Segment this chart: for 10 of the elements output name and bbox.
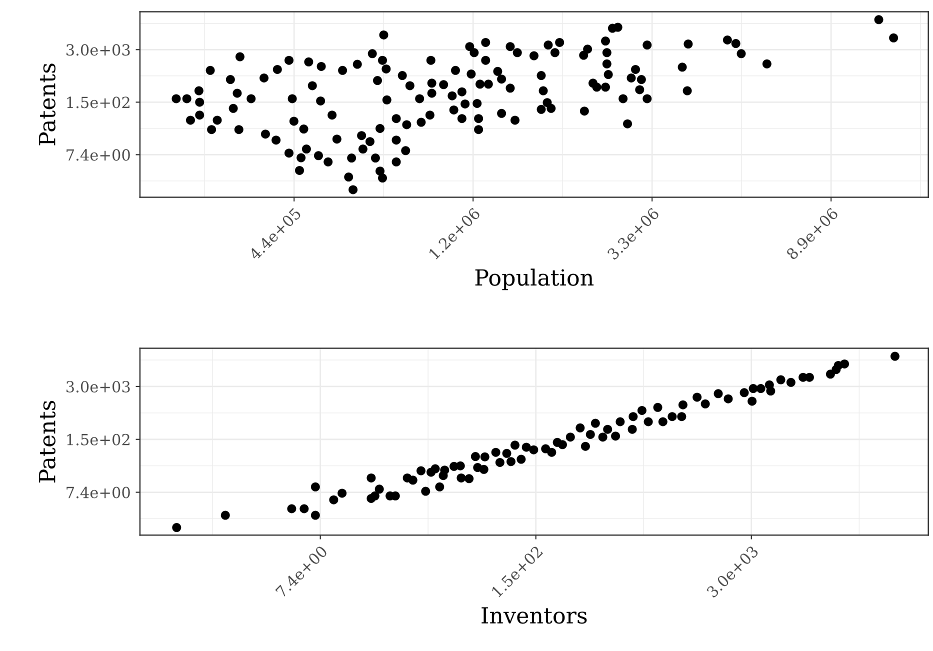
- y-tick-label: 7.4e+00: [66, 149, 130, 161]
- y-tick-label: 3.0e+03: [66, 44, 130, 56]
- x-axis-title: Population: [475, 268, 594, 290]
- y-tick-label: 1.5e+02: [67, 96, 130, 108]
- x-axis-title: Inventors: [482, 607, 587, 624]
- y-axis-title: Patents: [38, 400, 56, 482]
- y-tick-label: 7.4e+00: [66, 486, 130, 498]
- y-axis-title: Patents: [38, 64, 56, 146]
- y-tick-label: 3.0e+03: [66, 380, 130, 392]
- y-tick-label: 1.5e+02: [67, 434, 130, 446]
